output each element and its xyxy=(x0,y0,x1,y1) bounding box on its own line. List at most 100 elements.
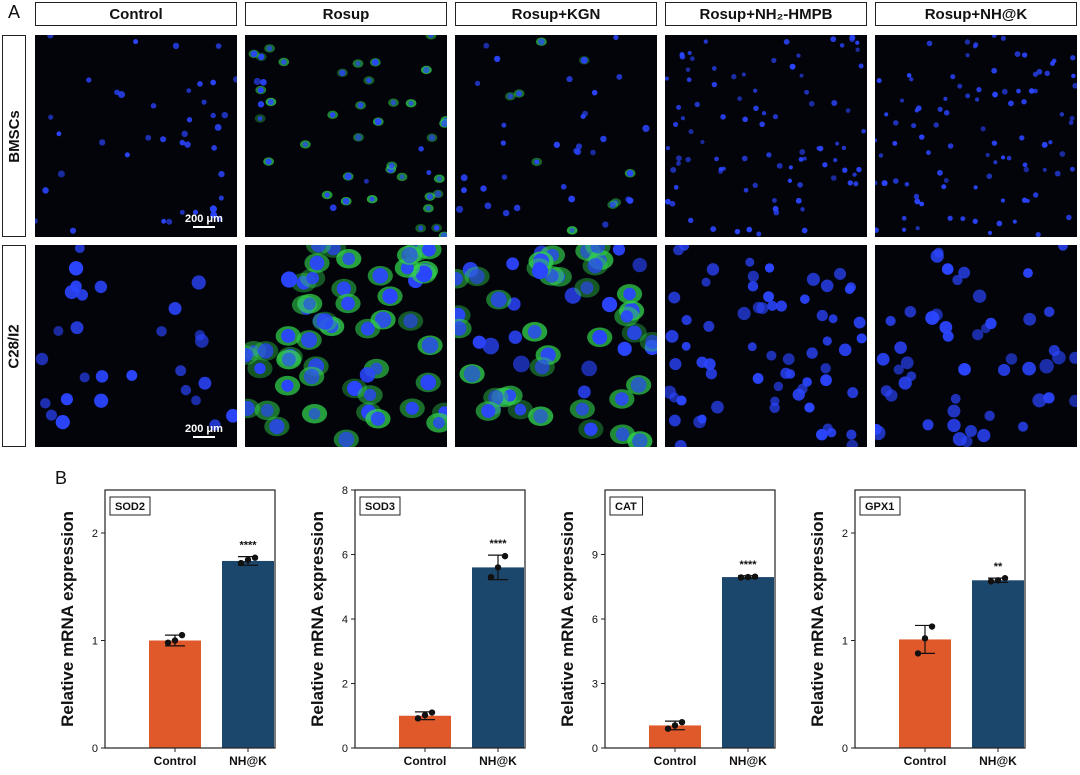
x-tick-label: Control xyxy=(404,754,447,768)
y-tick-label: 0 xyxy=(92,743,98,755)
gene-label: SOD2 xyxy=(115,501,145,513)
data-point xyxy=(414,715,422,722)
data-point xyxy=(914,650,922,657)
data-point xyxy=(171,637,179,644)
bar-control xyxy=(149,640,201,748)
scale-bar-line xyxy=(192,436,215,438)
y-axis-label: Relative mRNA expression xyxy=(58,511,77,727)
bar-nh-k xyxy=(722,577,774,748)
data-point xyxy=(987,578,995,585)
y-tick-label: 9 xyxy=(592,550,598,562)
x-tick-label: Control xyxy=(904,754,947,768)
gene-label-box xyxy=(359,496,401,516)
data-point xyxy=(664,725,672,732)
data-point xyxy=(244,556,252,564)
y-tick-label: 2 xyxy=(342,679,348,691)
y-tick-label: 6 xyxy=(342,550,348,562)
bar-control xyxy=(899,639,951,748)
data-point xyxy=(928,623,936,630)
column-header-rosup-kgn: Rosup+KGN xyxy=(455,2,657,26)
significance-marker: **** xyxy=(739,559,757,571)
y-tick-label: 8 xyxy=(342,485,348,497)
gene-label: GPX1 xyxy=(865,501,894,513)
gene-label-box xyxy=(859,496,901,516)
chart-sod3: Relative mRNA expression 0 2 4 6 8 Control NH@K… xyxy=(305,485,565,770)
data-point xyxy=(1001,574,1009,582)
data-point xyxy=(178,631,186,639)
data-point xyxy=(494,564,502,571)
scale-bar-label: 200 μm xyxy=(185,213,223,225)
y-tick-label: 6 xyxy=(592,614,598,626)
bar-nh-k xyxy=(472,567,524,748)
x-tick-label: Control xyxy=(154,754,197,768)
data-point xyxy=(487,573,495,581)
micrograph-bmscs-3 xyxy=(455,35,657,237)
micrograph-c28i2-5 xyxy=(875,245,1077,447)
x-tick-label: NH@K xyxy=(979,754,1017,768)
micrograph-bmscs-4 xyxy=(665,35,867,237)
gene-label: CAT xyxy=(615,501,637,513)
significance-marker: **** xyxy=(239,540,257,552)
y-axis-label: Relative mRNA expression xyxy=(308,511,327,727)
micrograph-bmscs-2 xyxy=(245,35,447,237)
row-header-bmscs: BMSCs xyxy=(2,35,26,237)
data-point xyxy=(678,719,686,726)
data-point xyxy=(744,573,752,581)
significance-marker: ** xyxy=(994,561,1003,573)
column-header-rosup-nh2-hmpb: Rosup+NH₂-HMPB xyxy=(665,2,867,26)
data-point xyxy=(751,573,759,580)
chart-sod2: Relative mRNA expression 0 1 2 Control NH@K **… xyxy=(55,485,315,770)
plot-frame xyxy=(104,489,276,749)
y-tick-label: 4 xyxy=(342,614,348,626)
gene-label-box xyxy=(609,496,643,516)
panel-b-label: B xyxy=(55,468,68,488)
micrograph-bmscs-5 xyxy=(875,35,1077,237)
micrograph-c28i2-2 xyxy=(245,245,447,447)
plot-frame xyxy=(604,489,776,749)
column-header-rosup: Rosup xyxy=(245,2,447,26)
data-point xyxy=(737,574,745,581)
y-tick-label: 0 xyxy=(592,743,598,755)
row-header-c28i2: C28/I2 xyxy=(2,245,26,447)
chart-gpx1: Relative mRNA expression 0 1 2 Control NH@K **… xyxy=(805,485,1065,770)
scale-bar: 200 μm xyxy=(185,213,223,228)
data-point xyxy=(501,552,509,560)
bar-nh-k xyxy=(972,580,1024,748)
micrograph-c28i2-3 xyxy=(455,245,657,447)
y-tick-label: 1 xyxy=(92,636,98,648)
chart-svg: Relative mRNA expression 0 1 2 Control NH@K **… xyxy=(58,489,276,768)
row-label-bmscs: BMSCs xyxy=(5,109,23,163)
x-tick-label: NH@K xyxy=(479,754,517,768)
y-axis-label: Relative mRNA expression xyxy=(558,511,577,727)
data-point xyxy=(994,577,1002,584)
y-tick-label: 0 xyxy=(342,743,348,755)
data-point xyxy=(251,554,259,561)
y-tick-label: 1 xyxy=(842,636,848,648)
y-tick-label: 2 xyxy=(92,528,98,540)
y-tick-label: 2 xyxy=(842,528,848,540)
data-point xyxy=(671,722,679,729)
data-point xyxy=(921,635,929,642)
chart-svg: Relative mRNA expression 0 1 2 Control NH@K **… xyxy=(808,489,1026,768)
bar-control xyxy=(649,725,701,748)
y-axis-label: Relative mRNA expression xyxy=(808,511,827,727)
plot-frame xyxy=(854,489,1026,749)
row-label-c28i2: C28/I2 xyxy=(5,323,23,369)
gene-label: SOD3 xyxy=(365,501,395,513)
panel-a-label: A xyxy=(8,2,21,22)
significance-marker: **** xyxy=(489,538,507,550)
chart-svg: Relative mRNA expression 0 3 6 9 Control NH@K *… xyxy=(558,489,776,768)
bar-control xyxy=(399,715,451,748)
scale-bar-label: 200 μm xyxy=(185,423,223,435)
bar-nh-k xyxy=(222,560,274,748)
column-header-rosup-nhk: Rosup+NH@K xyxy=(875,2,1077,26)
data-point xyxy=(421,711,429,719)
column-header-control: Control xyxy=(35,2,237,26)
chart-svg: Relative mRNA expression 0 2 4 6 8 Control NH@K… xyxy=(308,485,526,768)
data-point xyxy=(164,639,172,646)
micrograph-c28i2-4 xyxy=(665,245,867,447)
micrograph-bmscs-1: 200 μm xyxy=(35,35,237,237)
x-tick-label: NH@K xyxy=(729,754,767,768)
plot-frame xyxy=(354,489,526,749)
gene-label-box xyxy=(109,496,151,516)
